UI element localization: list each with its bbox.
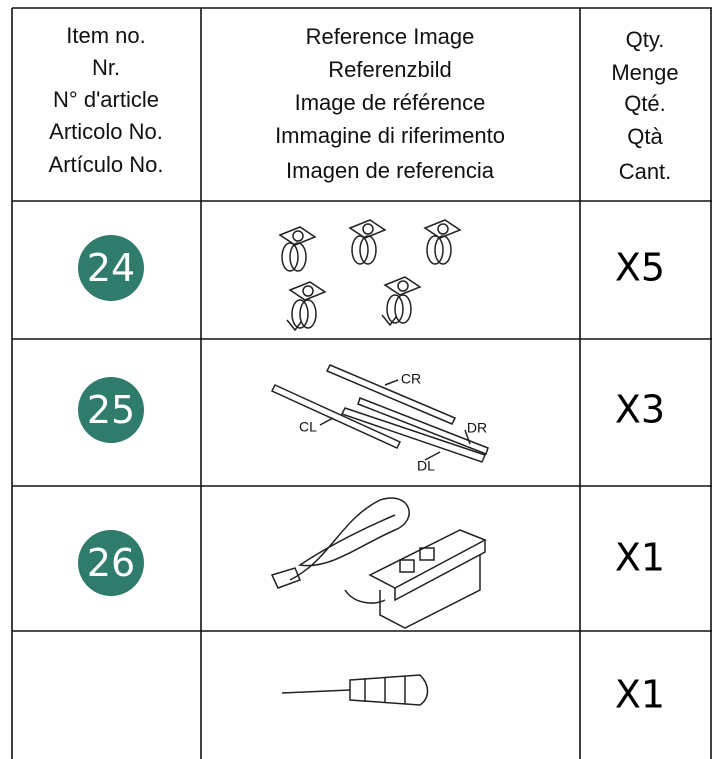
header-text: Articolo No. <box>49 119 163 144</box>
caster-image <box>278 219 462 332</box>
item-badge <box>78 530 144 596</box>
header-text: N° d'article <box>53 87 159 112</box>
table-grid <box>11 7 712 759</box>
part-label: DL <box>417 458 435 474</box>
power-strip-image <box>270 497 487 629</box>
header-text: Imagen de referencia <box>286 158 495 183</box>
quantity: X1 <box>615 673 665 717</box>
header-text: Cant. <box>619 159 672 184</box>
header-text: Reference Image <box>306 24 475 49</box>
screwdriver-image <box>281 674 429 706</box>
part-label: CL <box>299 419 317 435</box>
header-text: Qty. <box>626 27 665 52</box>
header-text: Qtà <box>627 124 663 149</box>
header-text: Menge <box>611 60 678 85</box>
item-number: 25 <box>87 388 135 432</box>
quantity: X5 <box>615 246 665 290</box>
header-text: Item no. <box>66 23 145 48</box>
rows: 24 X5 25 X3 CR DR CL DL 26 X1 X1 <box>78 235 665 717</box>
header: Item no. Nr. N° d'article Articolo No. Artíc… <box>49 23 679 184</box>
header-text: Qté. <box>624 91 666 116</box>
item-number: 24 <box>87 246 135 290</box>
quantity: X3 <box>615 388 665 432</box>
header-text: Referenzbild <box>328 57 452 82</box>
header-text: Artículo No. <box>49 152 164 177</box>
header-text: Immagine di riferimento <box>275 123 505 148</box>
item-badge <box>78 235 144 301</box>
header-text: Nr. <box>92 55 120 80</box>
item-badge <box>78 377 144 443</box>
item-number: 26 <box>87 541 135 585</box>
quantity: X1 <box>615 536 665 580</box>
part-label: CR <box>401 371 421 387</box>
part-label: DR <box>467 420 487 436</box>
slide-image <box>270 364 489 463</box>
header-text: Image de référence <box>295 90 486 115</box>
